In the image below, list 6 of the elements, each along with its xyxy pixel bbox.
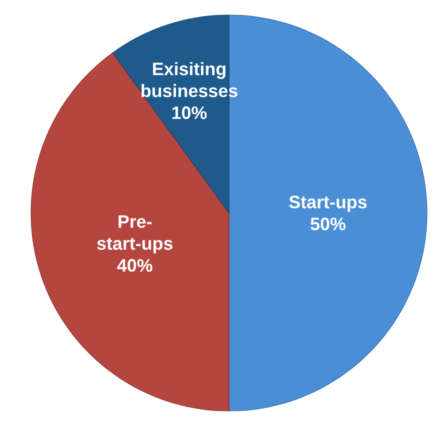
data-label: 50% bbox=[310, 218, 346, 230]
data-label: 40% bbox=[117, 259, 152, 272]
slice-label: Exisiting businesses bbox=[142, 62, 238, 98]
slice-label: Pre-start-ups bbox=[97, 215, 172, 254]
data-label: 10% bbox=[172, 106, 207, 120]
slice-label: Start-ups bbox=[289, 196, 367, 212]
